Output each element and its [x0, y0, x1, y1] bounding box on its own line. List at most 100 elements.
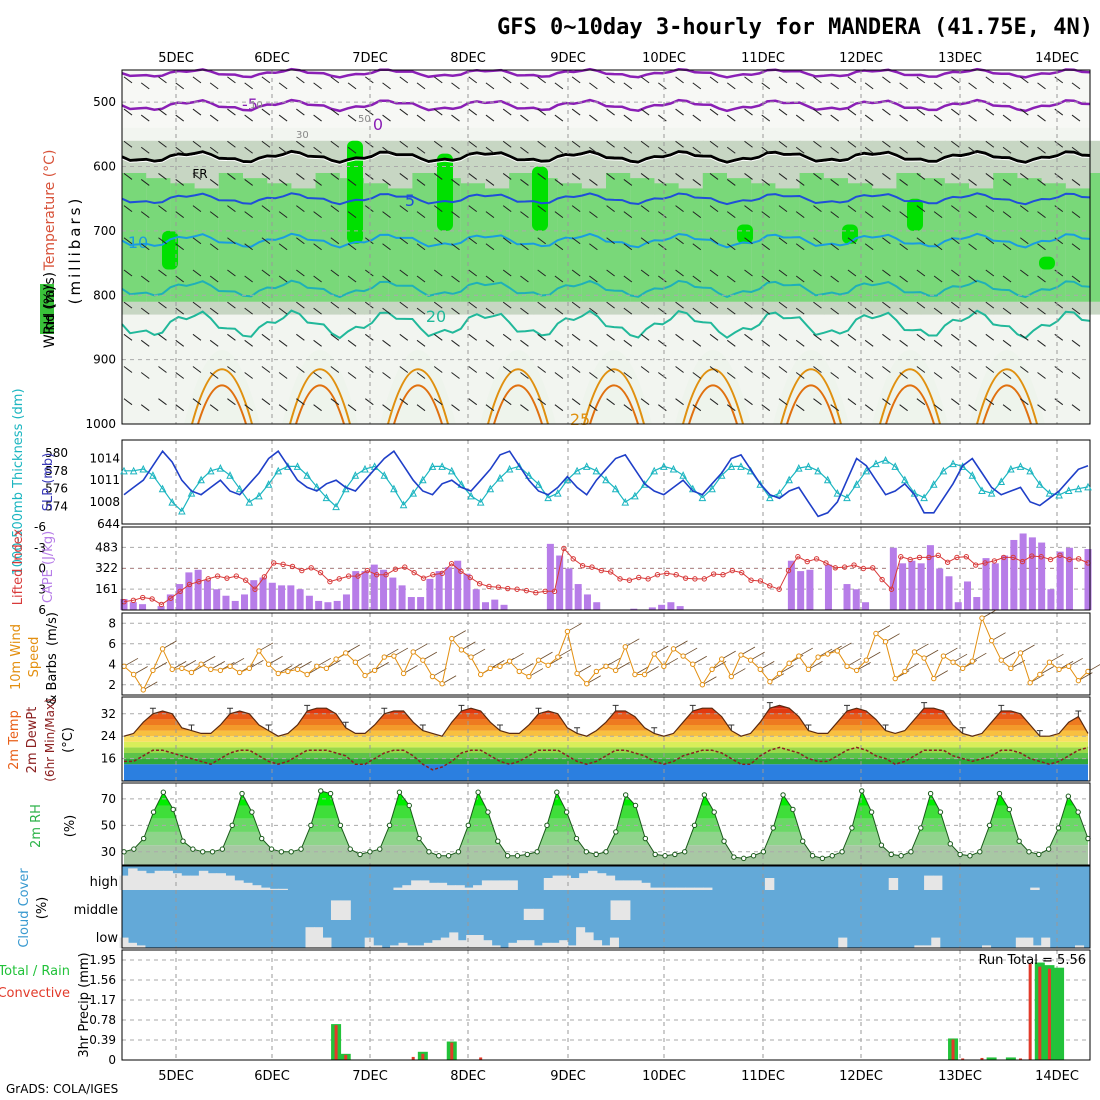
rh2m-marker	[868, 809, 875, 815]
slp-tick-1011: 1011	[89, 473, 120, 487]
cloud-bar-low	[914, 945, 924, 948]
precip-convective-bar	[344, 1054, 348, 1060]
rh2m-marker	[1055, 825, 1062, 831]
rh2m-marker	[396, 789, 403, 795]
rh2m-marker	[819, 855, 826, 862]
wind-barb	[830, 243, 839, 251]
li-marker	[205, 576, 211, 582]
wind-barb	[692, 82, 702, 90]
wind-barb	[123, 205, 133, 213]
wind10-marker	[140, 687, 146, 693]
rh-band	[702, 172, 728, 302]
wind-barb	[1019, 269, 1029, 277]
rh2m-marker	[318, 788, 324, 794]
thickness-marker	[1007, 464, 1015, 473]
wind-barb	[847, 237, 857, 245]
wind-barb	[227, 76, 236, 84]
wind10-marker	[1027, 680, 1033, 686]
rh2m-marker	[967, 853, 973, 859]
wind-barb	[468, 205, 478, 213]
wind-barb	[761, 146, 771, 154]
wind-barb	[140, 179, 150, 186]
wind-barb	[726, 146, 736, 154]
rh-band-fill	[124, 805, 1088, 819]
cloud-bar-low	[1015, 937, 1025, 948]
cloud-bar-middle	[330, 900, 342, 920]
li-marker	[963, 554, 970, 560]
temp-bands	[124, 705, 1088, 781]
wind-barb	[571, 333, 581, 341]
wind-barb	[589, 211, 598, 219]
cloud-bar-low	[415, 945, 425, 948]
dry-cone	[184, 349, 260, 424]
wind-barb	[209, 307, 219, 315]
wind-barb	[433, 301, 443, 309]
contour-20	[121, 309, 1091, 340]
thickness-marker	[987, 489, 996, 497]
thickness-marker	[727, 462, 736, 470]
wind-barb	[847, 398, 857, 406]
rh2m-marker	[1016, 838, 1022, 844]
wind-barb	[847, 140, 857, 148]
wind-barb	[416, 372, 426, 379]
cape-bar	[398, 585, 406, 610]
li-marker	[991, 558, 998, 564]
thickness-marker	[1074, 484, 1083, 493]
wind-barb	[761, 372, 771, 379]
rh2m-marker	[160, 789, 167, 795]
cloud-bar-high	[455, 885, 465, 890]
wind-barb	[795, 307, 805, 315]
wind-barb	[571, 76, 581, 84]
wind-barb	[244, 146, 253, 154]
thickness-marker	[553, 489, 562, 497]
wind-barb	[899, 82, 908, 90]
wind-barb	[485, 372, 495, 379]
wind-barb	[192, 108, 202, 116]
wind-barb	[778, 108, 788, 116]
wind10-marker	[371, 667, 378, 674]
cloud-bar-low	[119, 937, 129, 948]
cape-bar	[315, 600, 323, 610]
wind-barb	[830, 275, 839, 283]
wind-barb	[502, 366, 512, 373]
cloud-bar-high	[216, 873, 227, 890]
wind-barb	[985, 301, 995, 309]
temp-contour-25	[780, 368, 842, 425]
cloud-bar-high	[428, 882, 439, 890]
wind-barb	[744, 333, 753, 341]
rh2m-marker	[465, 822, 471, 829]
precip-convective-bar	[951, 1039, 955, 1060]
wind-barb	[158, 205, 167, 213]
temp-minmax-bar	[188, 724, 195, 731]
wind-barb	[296, 140, 305, 148]
wind10-marker	[217, 667, 224, 674]
cape-bar	[166, 594, 174, 610]
li-marker	[739, 569, 745, 576]
wind-barb	[589, 179, 598, 186]
wind-barb	[882, 237, 891, 245]
li-marker	[271, 560, 277, 566]
precip-convective-bar	[961, 1058, 965, 1060]
wind-barb	[554, 275, 564, 283]
wind-barb	[761, 404, 771, 412]
wind-barb	[520, 372, 529, 379]
wind-barb	[658, 114, 667, 122]
wind-barb	[916, 173, 926, 180]
wind-barb	[485, 146, 495, 154]
contour-minus5	[121, 98, 1091, 113]
wind-barb	[554, 179, 564, 186]
cloud-bar-low	[525, 940, 535, 948]
wind10-marker	[863, 657, 869, 663]
wind-barb	[640, 366, 650, 373]
wind-barb	[502, 76, 512, 84]
wind-barb	[916, 205, 926, 213]
rh2m-marker	[839, 849, 845, 855]
wind-barb	[985, 76, 995, 84]
wind-barb	[1037, 114, 1046, 122]
cloud-bar-high	[614, 880, 624, 890]
wind-barb	[795, 275, 805, 283]
cloud-row-label-middle: middle	[74, 903, 118, 918]
wind-barb	[864, 179, 874, 186]
rh-band	[291, 188, 317, 302]
cape-bar	[278, 585, 286, 610]
